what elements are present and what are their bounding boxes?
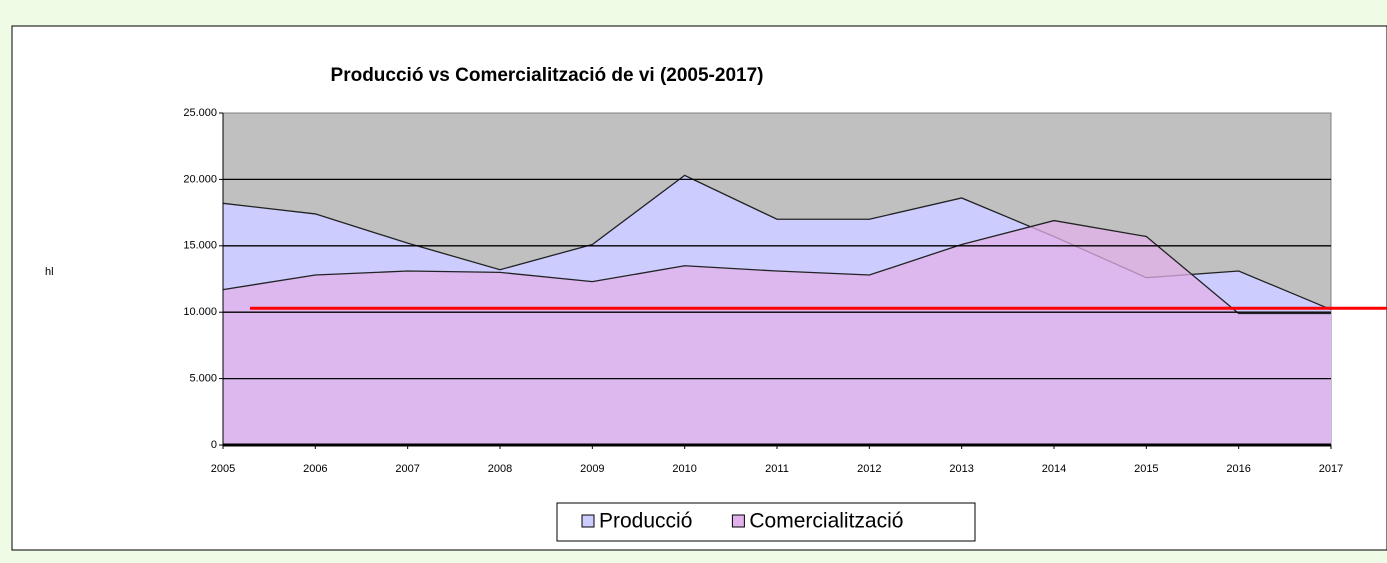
x-tick-label: 2012 — [857, 463, 881, 475]
x-tick-label: 2014 — [1042, 463, 1066, 475]
x-tick-label: 2013 — [949, 463, 973, 475]
x-tick-label: 2006 — [303, 463, 327, 475]
x-tick-label: 2009 — [580, 463, 604, 475]
x-tick-label: 2016 — [1226, 463, 1250, 475]
x-tick-label: 2015 — [1134, 463, 1158, 475]
y-tick-label: 10.000 — [183, 306, 217, 318]
y-axis-label: hl — [45, 266, 54, 278]
x-tick-label: 2005 — [211, 463, 235, 475]
x-tick-label: 2008 — [488, 463, 512, 475]
x-tick-label: 2011 — [765, 463, 789, 475]
area — [223, 220, 1331, 445]
legend-box — [556, 502, 976, 542]
y-tick-label: 15.000 — [183, 240, 217, 252]
y-tick-label: 0 — [211, 439, 217, 451]
y-tick-label: 5.000 — [189, 373, 217, 385]
chart-title: Producció vs Comercialització de vi (200… — [331, 65, 764, 86]
x-tick-label: 2007 — [395, 463, 419, 475]
legend-label: Producció — [599, 510, 692, 533]
legend-label: Comercialització — [749, 510, 903, 533]
area-line — [222, 219, 1331, 315]
legend-swatch — [731, 514, 745, 528]
y-tick-label: 20.000 — [183, 173, 217, 185]
y-tick-label: 25.000 — [183, 107, 217, 119]
x-tick-label: 2017 — [1319, 463, 1343, 475]
x-tick-label: 2010 — [672, 463, 696, 475]
legend-swatch — [581, 514, 595, 528]
